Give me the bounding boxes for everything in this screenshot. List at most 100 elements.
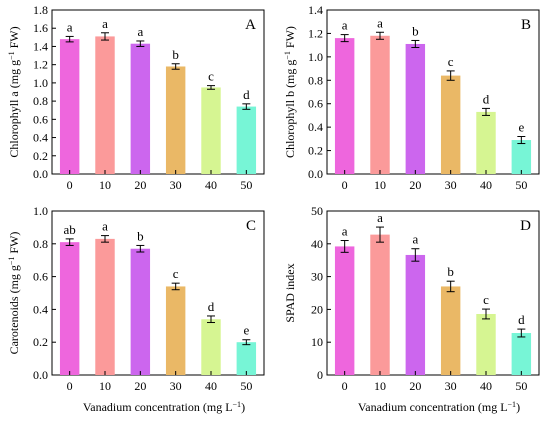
x-tick-label: 40 [480, 379, 492, 393]
significance-letter: d [208, 299, 215, 314]
plot-frame [51, 9, 265, 175]
significance-letter: a [377, 15, 383, 30]
plot-frame [326, 210, 540, 376]
x-tick-label: 40 [205, 178, 217, 192]
y-tick-label: 0.2 [308, 144, 323, 158]
significance-letter: e [243, 323, 249, 338]
y-tick-label: 0.0 [308, 167, 323, 181]
bar [405, 254, 426, 375]
x-tick-label: 10 [99, 178, 111, 192]
panel-a: 0.0 0.2 0.4 0.6 0.8 1.0 1.2 1.4 1.6 1.8 a 0 a 10 a 20 b 3… [7, 3, 265, 192]
x-tick-label: 30 [445, 379, 457, 393]
y-tick-label: 0.4 [308, 120, 323, 134]
panel-label: A [245, 17, 256, 33]
significance-letter: a [412, 232, 418, 247]
bar [201, 319, 221, 375]
y-tick-label: 10 [311, 335, 323, 349]
y-tick-label: 1.0 [33, 204, 48, 218]
bar [95, 36, 115, 174]
significance-letter: ab [64, 222, 76, 237]
bar [440, 286, 461, 375]
bar [476, 111, 496, 174]
y-tick-label: 1.8 [33, 3, 48, 17]
x-tick-label: 20 [409, 178, 421, 192]
x-tick-label: 50 [515, 178, 527, 192]
x-tick-label: 0 [342, 178, 348, 192]
y-axis-title: SPAD index [283, 263, 297, 322]
y-tick-label: 0.4 [33, 302, 48, 316]
x-tick-label: 30 [170, 379, 182, 393]
bar [130, 43, 151, 174]
y-tick-label: 1.6 [33, 21, 48, 35]
panel-label: B [521, 17, 531, 33]
y-tick-label: 1.4 [308, 3, 323, 17]
significance-letter: a [377, 210, 383, 225]
y-tick-label: 0.8 [33, 94, 48, 108]
significance-letter: a [137, 24, 143, 39]
bar [370, 35, 390, 175]
bar [370, 234, 390, 375]
x-tick-label: 20 [134, 178, 146, 192]
panel-d: 0 10 20 30 40 50 a 0 a 10 a 20 b 30 c 40 d 50 D SPAD index V… [283, 204, 540, 414]
x-tick-label: 10 [374, 178, 386, 192]
significance-letter: a [342, 18, 348, 33]
x-tick-label: 20 [134, 379, 146, 393]
panel-label: C [246, 218, 256, 234]
significance-letter: a [102, 219, 108, 234]
y-axis-title: Chlorophyll a (mg g−1 FW) [7, 26, 22, 157]
y-tick-label: 1.2 [308, 26, 323, 40]
bar [165, 66, 186, 174]
bar [95, 238, 115, 375]
y-tick-label: 0.6 [33, 270, 48, 284]
significance-letter: e [518, 120, 524, 135]
bar [334, 246, 355, 375]
significance-letter: c [173, 266, 179, 281]
y-tick-label: 50 [311, 204, 323, 218]
bar [130, 248, 151, 375]
x-tick-label: 40 [205, 379, 217, 393]
significance-letter: b [412, 23, 419, 38]
panel-label: D [520, 218, 531, 234]
x-tick-label: 30 [445, 178, 457, 192]
y-tick-label: 0.2 [33, 335, 48, 349]
significance-letter: a [67, 19, 73, 34]
bar [236, 106, 257, 174]
y-tick-label: 0 [317, 368, 323, 382]
significance-letter: b [447, 264, 454, 279]
y-tick-label: 1.2 [33, 58, 48, 72]
y-tick-label: 40 [311, 237, 323, 251]
x-tick-label: 50 [240, 178, 252, 192]
bar [201, 87, 221, 174]
bar [511, 140, 532, 174]
x-tick-label: 10 [374, 379, 386, 393]
x-tick-label: 50 [240, 379, 252, 393]
y-tick-label: 1.0 [33, 76, 48, 90]
significance-letter: d [243, 87, 250, 102]
significance-letter: a [342, 224, 348, 239]
x-axis-title: Vanadium concentration (mg L−1) [83, 400, 245, 415]
x-tick-label: 50 [515, 379, 527, 393]
x-tick-label: 30 [170, 178, 182, 192]
y-tick-label: 0.8 [33, 237, 48, 251]
y-tick-label: 0.6 [33, 112, 48, 126]
bar [165, 286, 186, 375]
bar [511, 333, 532, 375]
significance-letter: a [102, 16, 108, 31]
y-tick-label: 0.4 [33, 131, 48, 145]
bar [405, 43, 426, 174]
panel-c: 0.0 0.2 0.4 0.6 0.8 1.0 ab 0 a 10 b 20 c 30 d 40 e 50 C Car… [7, 204, 265, 414]
y-tick-label: 0.2 [33, 149, 48, 163]
y-tick-label: 0.6 [308, 97, 323, 111]
bar [476, 313, 496, 375]
y-axis-title: Chlorophyll b (mg g−1 FW) [283, 26, 298, 158]
bar [334, 38, 355, 174]
y-tick-label: 0.0 [33, 167, 48, 181]
y-tick-label: 1.0 [308, 50, 323, 64]
bar [59, 39, 80, 175]
x-tick-label: 10 [99, 379, 111, 393]
bar [440, 75, 461, 174]
y-tick-label: 0.8 [308, 73, 323, 87]
x-tick-label: 0 [67, 379, 73, 393]
